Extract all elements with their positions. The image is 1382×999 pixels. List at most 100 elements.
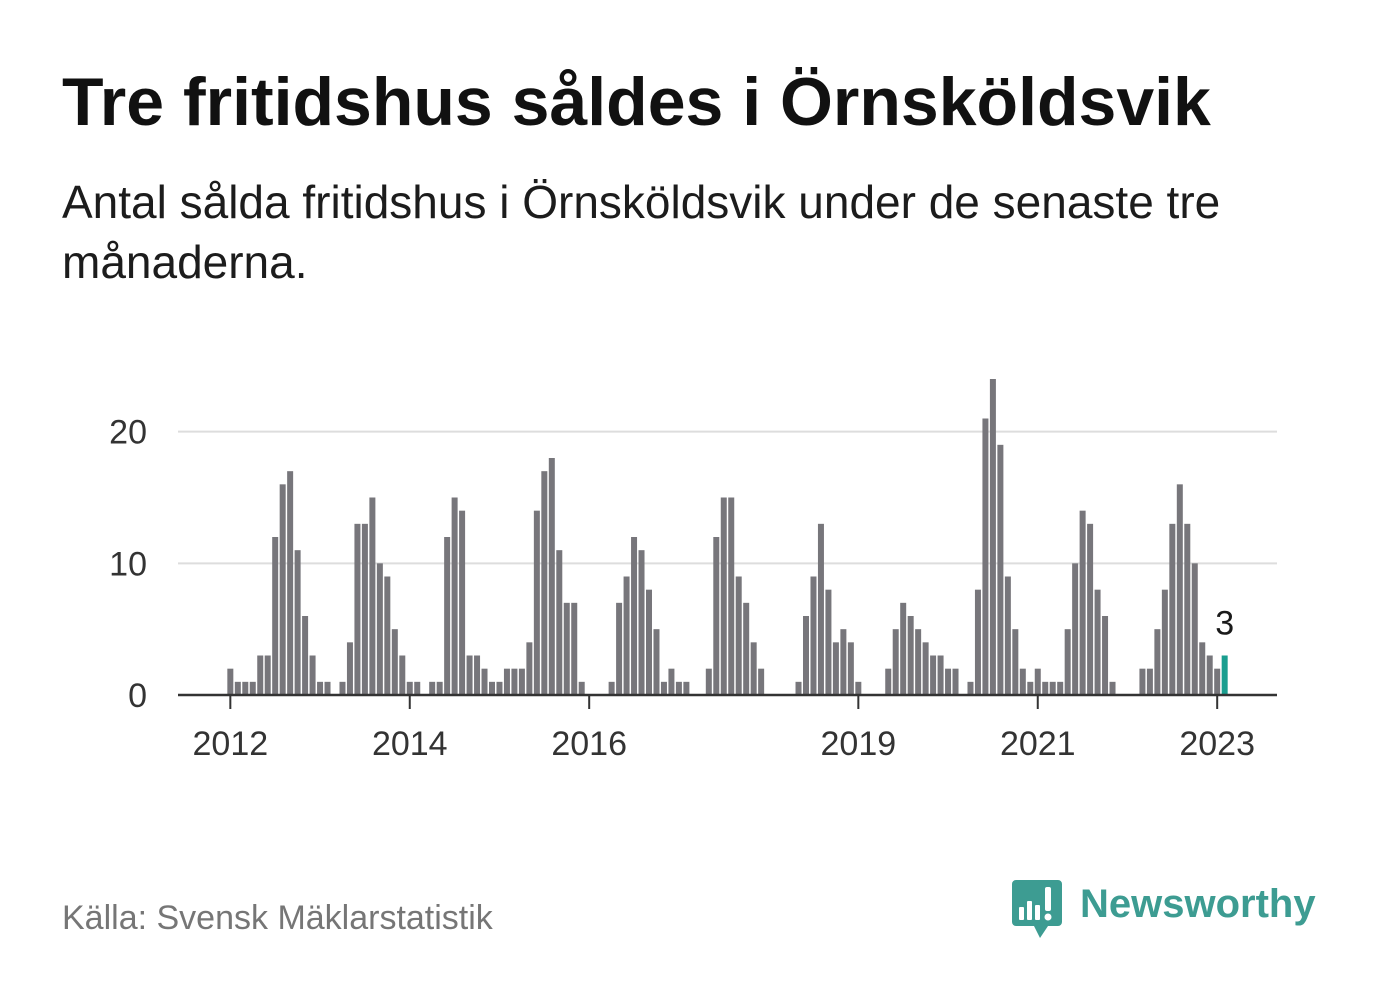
axes: 0 10 20 2012 2014 2016 2019 2021 2023 3 (109, 414, 1277, 763)
bar (930, 655, 937, 695)
bar (728, 497, 735, 695)
bar (1079, 510, 1086, 695)
x-tick-label: 2023 (1179, 725, 1255, 763)
bar (436, 681, 443, 695)
bar (646, 589, 652, 695)
bar (974, 589, 981, 695)
y-tick-label: 0 (128, 677, 147, 715)
bar (668, 668, 675, 695)
x-tick-label: 2021 (1000, 725, 1076, 763)
bar (1004, 576, 1011, 695)
bar (294, 550, 301, 695)
bar (892, 629, 899, 695)
bar (376, 563, 383, 695)
bar (249, 681, 256, 695)
bar (503, 668, 510, 695)
bar (840, 629, 847, 695)
bar (339, 681, 346, 695)
bar (952, 668, 959, 695)
bar (481, 668, 488, 695)
source-note: Källa: Svensk Mäklarstatistik (62, 899, 493, 937)
bar (489, 681, 495, 695)
bar (1102, 616, 1109, 695)
bar (945, 668, 952, 695)
bar (511, 668, 518, 695)
bar (317, 681, 324, 695)
bar (937, 655, 944, 695)
bar (720, 497, 727, 695)
bar (1094, 589, 1101, 695)
bar (324, 681, 331, 695)
bar (571, 602, 578, 695)
bar (638, 550, 645, 695)
bar (1042, 681, 1049, 695)
bar (1049, 681, 1056, 695)
bar (242, 681, 249, 695)
bar (234, 681, 241, 695)
bar (735, 576, 742, 695)
bar (466, 655, 473, 695)
bar (743, 602, 750, 695)
bar (660, 681, 667, 695)
bar (302, 616, 309, 695)
bar (533, 510, 540, 695)
bar (354, 523, 361, 695)
bar (1161, 589, 1168, 695)
bar (556, 550, 563, 695)
bar (900, 602, 907, 695)
bar (817, 523, 824, 695)
bar (578, 681, 585, 695)
bars (227, 379, 1228, 695)
bar (518, 668, 525, 695)
bar (1184, 523, 1191, 695)
bar (1064, 629, 1071, 695)
bar (526, 642, 533, 695)
chart-subtitle: Antal sålda fritidshus i Örnsköldsvik un… (62, 176, 1221, 288)
bar (414, 681, 421, 695)
x-tick-label: 2016 (551, 725, 627, 763)
bar (361, 523, 368, 695)
bar-chart: 0 10 20 2012 2014 2016 2019 2021 2023 3 (109, 379, 1277, 763)
bar (832, 642, 839, 695)
bar (1027, 681, 1034, 695)
bar (287, 471, 294, 695)
bar (675, 681, 682, 695)
bar (1191, 563, 1198, 695)
bar (758, 668, 765, 695)
bar (459, 510, 466, 695)
x-tick-label: 2014 (372, 725, 448, 763)
bar (1214, 668, 1221, 695)
bar (713, 537, 720, 695)
bar (885, 668, 892, 695)
bar (1087, 523, 1094, 695)
data-label: 3 (1215, 605, 1234, 643)
bar (1199, 642, 1206, 695)
chart-title: Tre fritidshus såldes i Örnsköldsvik (62, 64, 1211, 140)
bar (406, 681, 413, 695)
y-tick-label: 20 (109, 414, 147, 452)
bar (623, 576, 630, 695)
bar (399, 655, 406, 695)
bar (384, 576, 391, 695)
newsworthy-logo-icon (1012, 880, 1062, 938)
bar (847, 642, 854, 695)
bar (474, 655, 481, 695)
gridlines (178, 430, 1277, 565)
bar (346, 642, 353, 695)
bar (1154, 629, 1161, 695)
brand-name: Newsworthy (1080, 882, 1316, 926)
bar (989, 379, 996, 695)
y-tick-label: 10 (109, 545, 147, 583)
bar (810, 576, 817, 695)
bar (616, 602, 623, 695)
bar (272, 537, 279, 695)
bar (429, 681, 436, 695)
bar (1057, 681, 1064, 695)
bar (257, 655, 264, 695)
bar (608, 681, 615, 695)
bar (444, 537, 451, 695)
bar (907, 616, 914, 695)
bar (369, 497, 376, 695)
bar (227, 668, 234, 695)
bar (750, 642, 757, 695)
